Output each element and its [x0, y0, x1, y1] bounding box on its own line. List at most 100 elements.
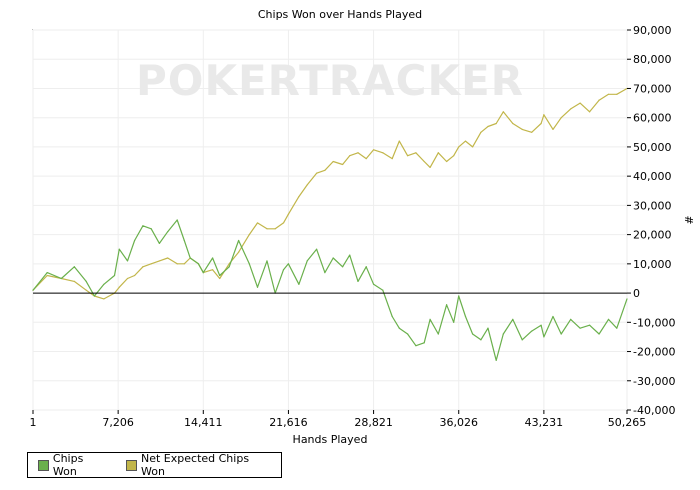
data-point-net-expected-chips-won [495, 122, 497, 125]
data-point-chips-won [113, 274, 116, 277]
data-point-chips-won [60, 277, 62, 280]
data-point-chips-won [219, 274, 221, 277]
x-tick-label: 28,821 [354, 416, 393, 429]
data-point-net-expected-chips-won [316, 172, 318, 174]
data-point-net-expected-chips-won [458, 146, 460, 148]
y-tick-label: -30,000 [633, 375, 675, 388]
data-point-chips-won [458, 295, 460, 297]
data-point-net-expected-chips-won [372, 149, 375, 151]
data-point-chips-won [357, 280, 359, 282]
y-tick-label: 30,000 [633, 199, 672, 212]
data-point-net-expected-chips-won [349, 155, 351, 157]
y-tick-label: 90,000 [633, 24, 672, 37]
data-point-net-expected-chips-won [579, 102, 581, 104]
data-point-chips-won [464, 315, 467, 318]
data-point-chips-won [126, 260, 129, 262]
data-point-net-expected-chips-won [480, 131, 482, 133]
data-point-chips-won [415, 345, 417, 347]
data-point-chips-won [588, 324, 591, 326]
y-tick-label: 60,000 [633, 112, 672, 125]
data-point-net-expected-chips-won [183, 263, 185, 265]
data-point-chips-won [521, 339, 523, 341]
data-point-net-expected-chips-won [598, 99, 600, 101]
data-point-net-expected-chips-won [324, 169, 326, 171]
data-point-chips-won [167, 231, 169, 233]
data-point-chips-won [287, 263, 290, 265]
data-point-net-expected-chips-won [118, 286, 120, 288]
data-point-chips-won [256, 286, 259, 288]
legend-label-chips-won: Chips Won [52, 452, 84, 478]
legend-item-chips-won: Chips Won [38, 452, 110, 478]
data-point-net-expected-chips-won [521, 128, 523, 130]
data-point-net-expected-chips-won [487, 125, 489, 128]
data-point-net-expected-chips-won [167, 257, 169, 259]
data-point-net-expected-chips-won [453, 155, 455, 157]
y-tick-label: 70,000 [633, 82, 672, 95]
data-point-net-expected-chips-won [298, 196, 300, 198]
data-point-net-expected-chips-won [134, 274, 136, 277]
data-point-chips-won [73, 266, 75, 268]
x-tick-label: 21,616 [269, 416, 308, 429]
data-point-net-expected-chips-won [502, 111, 504, 113]
data-point-net-expected-chips-won [126, 277, 129, 280]
data-point-net-expected-chips-won [73, 280, 75, 282]
data-point-chips-won [472, 333, 474, 335]
data-point-chips-won [391, 315, 393, 318]
data-point-chips-won [495, 359, 497, 361]
data-point-net-expected-chips-won [552, 128, 554, 130]
data-point-net-expected-chips-won [398, 140, 400, 142]
y-axis-label: # [683, 215, 696, 224]
data-point-net-expected-chips-won [512, 122, 514, 125]
legend-item-net-expected: Net Expected Chips Won [126, 452, 275, 478]
x-axis-label: Hands Played [293, 433, 368, 446]
data-point-chips-won [238, 239, 240, 242]
data-point-net-expected-chips-won [212, 269, 214, 271]
x-axis: 1 7,206 14,411 21,616 28,821 36,026 43,231 50,2… [30, 410, 647, 429]
data-point-chips-won [118, 248, 120, 250]
x-tick-label: 7,206 [102, 416, 134, 429]
legend: Chips Won Net Expected Chips Won [27, 452, 282, 478]
data-point-net-expected-chips-won [423, 160, 425, 163]
data-point-chips-won [150, 228, 152, 230]
data-point-net-expected-chips-won [46, 274, 48, 277]
data-point-net-expected-chips-won [472, 146, 474, 148]
data-point-net-expected-chips-won [103, 298, 105, 300]
data-point-net-expected-chips-won [429, 166, 431, 168]
data-point-chips-won [298, 283, 300, 285]
y-axis: -40,000 -30,000 -20,000 -10,000 0 10,000 20,00… [627, 24, 675, 417]
data-point-net-expected-chips-won [570, 108, 572, 110]
data-point-net-expected-chips-won [158, 260, 161, 262]
data-point-chips-won [266, 260, 268, 262]
data-point-chips-won [429, 318, 431, 320]
data-point-net-expected-chips-won [287, 213, 290, 215]
legend-swatch-net-expected [126, 459, 137, 471]
data-point-net-expected-chips-won [219, 277, 221, 280]
x-tick-label: 1 [30, 416, 37, 429]
data-point-chips-won [480, 339, 482, 341]
data-point-net-expected-chips-won [365, 158, 367, 160]
data-point-chips-won [579, 327, 581, 329]
data-point-chips-won [560, 333, 562, 335]
x-tick-label: 14,411 [184, 416, 223, 429]
data-point-net-expected-chips-won [540, 122, 542, 125]
data-point-chips-won [543, 336, 545, 338]
data-point-chips-won [316, 248, 318, 250]
data-point-chips-won [142, 225, 144, 227]
data-point-chips-won [85, 280, 87, 282]
legend-label-net-expected: Net Expected Chips Won [141, 452, 250, 478]
data-point-net-expected-chips-won [306, 184, 308, 186]
y-tick-label: -10,000 [633, 316, 675, 329]
data-point-chips-won [228, 266, 230, 268]
x-tick-label: 50,265 [608, 416, 647, 429]
x-tick-label: 43,231 [525, 416, 564, 429]
data-point-net-expected-chips-won [437, 152, 439, 154]
y-tick-label: 20,000 [633, 229, 672, 242]
plot-area [32, 29, 628, 411]
data-point-chips-won [540, 324, 542, 326]
data-point-net-expected-chips-won [274, 228, 276, 230]
data-point-chips-won [423, 342, 425, 344]
data-point-chips-won [487, 327, 489, 329]
data-point-net-expected-chips-won [446, 160, 448, 163]
data-point-chips-won [512, 318, 514, 320]
